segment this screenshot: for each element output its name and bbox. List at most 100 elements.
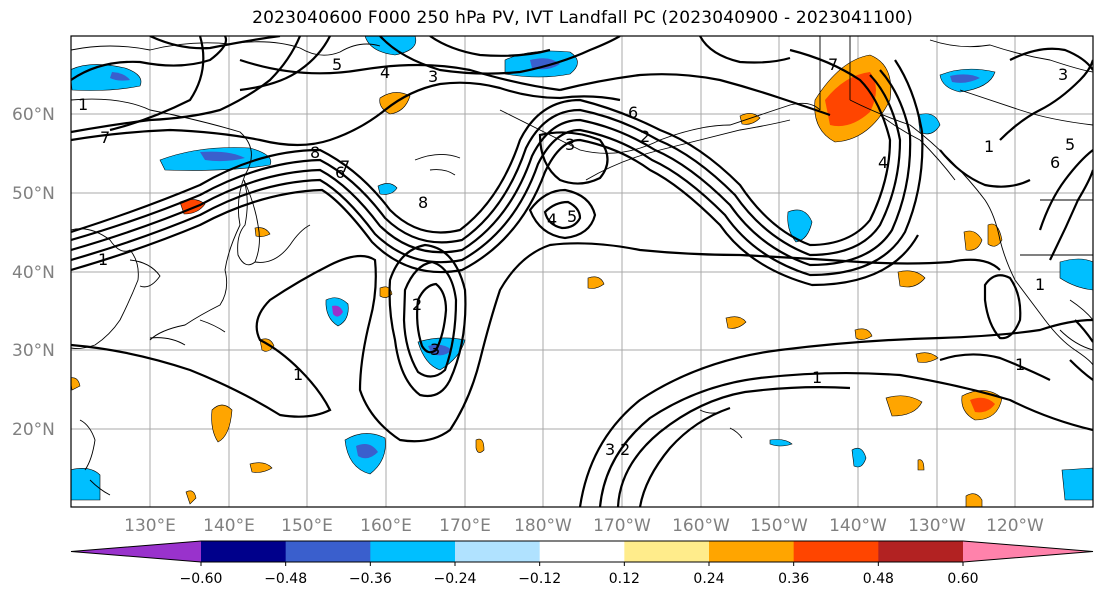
map-title: 2023040600 F000 250 hPa PV, IVT Landfall…: [252, 8, 913, 28]
colorbar-tick-label: −0.24: [434, 571, 477, 587]
contour-label: 1: [1015, 355, 1025, 374]
contour-label: 5: [332, 55, 342, 74]
contour-label: 1: [984, 137, 994, 156]
lon-label: 180°W: [514, 516, 572, 536]
colorbar-tick-label: 0.60: [947, 571, 978, 587]
colorbar-segment: [455, 541, 541, 562]
colorbar-extend-low: [71, 541, 201, 562]
contour-label: 3: [428, 67, 438, 86]
shade-blob: [71, 468, 101, 501]
contour-label: 8: [418, 193, 428, 212]
contour-label: 4: [547, 210, 557, 229]
shade-blob: [110, 72, 130, 81]
shade-blob: [965, 493, 983, 507]
contour-label: 8: [310, 143, 320, 162]
contour-label: 3: [430, 340, 440, 359]
contour-label: 1: [1035, 275, 1045, 294]
contour-label: 6: [335, 163, 345, 182]
contour-label: 4: [380, 63, 390, 82]
lon-label: 150°E: [281, 516, 333, 536]
shade-blob: [917, 459, 925, 471]
coastlines: [71, 36, 1093, 496]
lon-label: 140°E: [203, 516, 255, 536]
contour-label: 4: [878, 153, 888, 172]
shade-blob: [475, 438, 485, 453]
colorbar-segment: [709, 541, 795, 562]
shade-blob: [211, 404, 233, 443]
contour-label: 1: [98, 250, 108, 269]
shade-blob: [428, 344, 452, 356]
pv-contours: [71, 36, 1093, 507]
lat-label: 20°N: [12, 420, 55, 440]
shade-blob: [71, 377, 81, 391]
lat-label: 30°N: [12, 341, 55, 361]
colorbar-segment: [201, 541, 287, 562]
shade-blob: [769, 439, 793, 447]
shade-blob: [950, 74, 980, 83]
contour-label: 2: [640, 127, 650, 146]
lat-label: 60°N: [12, 105, 55, 125]
shade-blob: [587, 276, 605, 289]
colorbar-segment: [285, 541, 371, 562]
shade-blob: [987, 223, 1003, 247]
colorbar-segment: [624, 541, 710, 562]
pc-shading: [71, 36, 1093, 507]
shade-blob: [530, 58, 560, 70]
contour-label: 2: [620, 440, 630, 459]
shade-blob: [1059, 258, 1093, 291]
lon-label: 120°W: [986, 516, 1044, 536]
lon-label: 130°E: [124, 516, 176, 536]
colorbar-extend-high: [963, 541, 1093, 562]
lon-label: 140°W: [829, 516, 887, 536]
contour-label: 6: [628, 103, 638, 122]
longitude-labels: 130°E 140°E 150°E 160°E 170°E 180°W 170°…: [124, 516, 1044, 536]
shade-blob: [356, 444, 378, 459]
contour-label: 5: [1065, 135, 1075, 154]
contour-label: 7: [828, 55, 838, 74]
contour-label: 1: [293, 365, 303, 384]
shade-blob: [917, 113, 941, 135]
lon-label: 170°W: [593, 516, 651, 536]
lat-label: 50°N: [12, 184, 55, 204]
contour-label: 7: [340, 157, 350, 176]
latitude-labels: 60°N 50°N 40°N 30°N 20°N: [12, 105, 55, 440]
colorbar-tick-label: 0.24: [693, 571, 724, 587]
lon-label: 150°W: [750, 516, 808, 536]
colorbar-segment: [370, 541, 456, 562]
lon-label: 160°E: [360, 516, 412, 536]
shade-blob: [854, 328, 873, 340]
lat-label: 40°N: [12, 263, 55, 283]
colorbar-segment: [539, 541, 625, 562]
shade-blob: [200, 151, 245, 162]
shade-blob: [332, 305, 343, 317]
shade-blob: [897, 270, 926, 288]
shade-blob: [787, 209, 813, 243]
shade-blob: [915, 352, 939, 363]
contour-label: 3: [605, 440, 615, 459]
contour-label: 1: [78, 95, 88, 114]
colorbar-tick-label: 0.48: [863, 571, 894, 587]
shade-blob: [970, 397, 995, 413]
shade-blob: [851, 447, 867, 468]
contour-label: 3: [1058, 65, 1068, 84]
colorbar-tick-label: −0.48: [264, 571, 307, 587]
colorbar-tick-label: −0.36: [349, 571, 392, 587]
contour-label: 3: [565, 135, 575, 154]
shade-blob: [377, 183, 398, 195]
colorbar-tick-label: −0.60: [180, 571, 223, 587]
map-frame: [70, 35, 1094, 508]
contour-label: 1: [812, 368, 822, 387]
contour-labels: 5 4 3 7 6 8 1 2 3 1 2 3 4 5 6 7 8 1 3 2 …: [78, 55, 1075, 459]
colorbar-segment: [793, 541, 879, 562]
lon-label: 170°E: [439, 516, 491, 536]
shade-blob: [185, 490, 197, 505]
contour-label: 2: [412, 295, 422, 314]
colorbar-tick-label: −0.12: [518, 571, 561, 587]
shade-blob: [825, 72, 876, 127]
contour-label: 7: [100, 128, 110, 147]
contour-label: 6: [1050, 153, 1060, 172]
shade-blob: [725, 316, 747, 329]
colorbar-tick-label: 0.12: [609, 571, 640, 587]
shade-blob: [1061, 467, 1093, 501]
